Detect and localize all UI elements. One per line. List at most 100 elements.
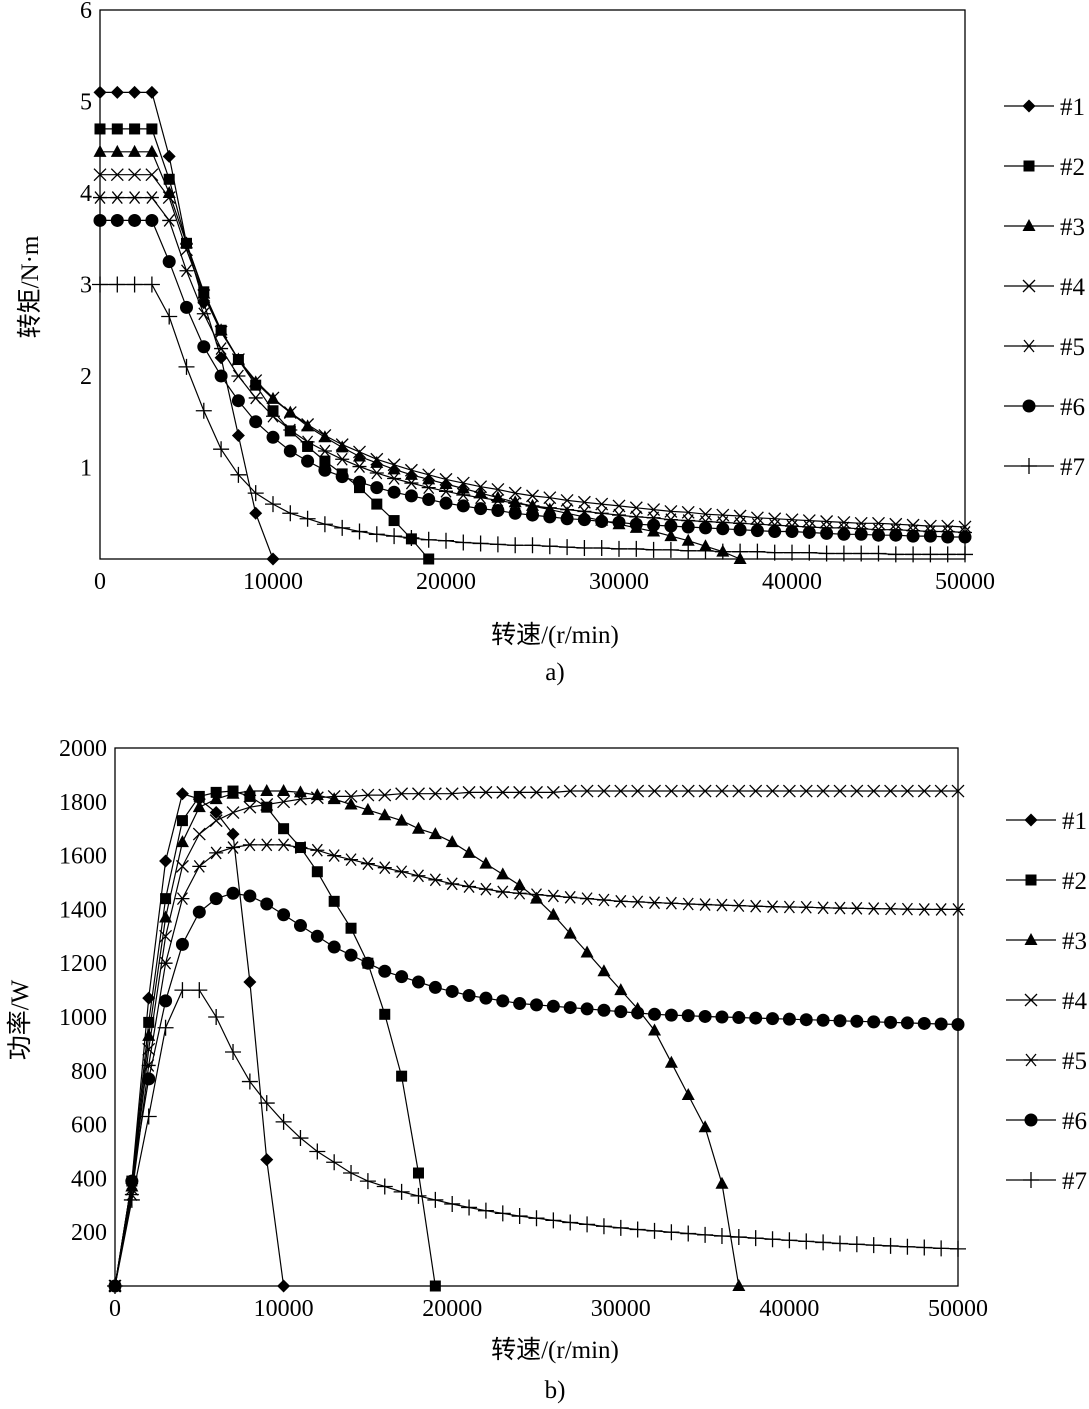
data-point (939, 546, 956, 563)
data-point (508, 496, 523, 510)
data-point (508, 506, 522, 520)
data-point (146, 123, 158, 135)
data-point (310, 843, 325, 857)
data-point (681, 533, 695, 546)
data-point (427, 1191, 444, 1208)
data-point (490, 494, 505, 507)
data-point (301, 418, 315, 431)
legend-item: #5 (1004, 334, 1085, 361)
data-point (231, 428, 245, 442)
x-tick-label: 10000 (254, 1296, 314, 1322)
data-point (958, 530, 972, 544)
data-point (664, 529, 678, 542)
data-point (664, 784, 678, 798)
data-point (309, 1143, 326, 1160)
data-point (546, 999, 560, 1013)
data-point (715, 784, 729, 798)
data-point (404, 467, 418, 480)
data-point (543, 491, 557, 505)
data-point (664, 1008, 678, 1022)
data-point (360, 857, 375, 871)
data-point (378, 964, 392, 978)
data-point (562, 1214, 579, 1231)
data-point (244, 790, 256, 802)
data-point (766, 1012, 780, 1026)
data-point (258, 1095, 275, 1112)
y-tick-label: 400 (71, 1166, 107, 1192)
data-point (491, 483, 505, 496)
data-point (162, 255, 176, 269)
y-tick-label: 1000 (59, 1005, 107, 1031)
legend-item: #3 (1004, 214, 1085, 241)
data-point (192, 827, 206, 841)
data-point (951, 784, 965, 798)
torque-chart: 0 10000 20000 30000 40000 50000 1 2 3 4 5 6 转速/(r/… (16, 0, 1086, 686)
data-point (140, 1108, 157, 1125)
data-point (750, 524, 764, 538)
data-point (884, 1015, 898, 1029)
data-point (716, 522, 730, 536)
data-point (866, 902, 881, 916)
data-point (900, 902, 915, 916)
legend-item: #1 (1004, 94, 1085, 121)
data-point (462, 785, 476, 799)
data-point (563, 890, 578, 904)
data-point (837, 527, 851, 541)
legend-item: #2 (1004, 154, 1085, 181)
data-point (128, 168, 142, 182)
legend-label: #5 (1062, 1048, 1087, 1075)
data-point (820, 526, 834, 540)
data-point (388, 515, 400, 527)
data-point (917, 1016, 931, 1030)
data-point (732, 543, 749, 560)
data-point (462, 845, 476, 858)
data-point (352, 460, 367, 474)
data-point (428, 980, 442, 994)
data-point (580, 892, 595, 906)
data-point (344, 853, 359, 867)
data-point (835, 545, 852, 562)
data-point (316, 516, 333, 533)
data-point (579, 1216, 596, 1233)
power-chart: 0 10000 20000 30000 40000 50000 200 400 600 800 1… (6, 736, 1088, 1404)
data-point (260, 897, 274, 911)
data-point (495, 885, 510, 899)
legend-label: #2 (1060, 154, 1085, 181)
data-point (545, 1212, 562, 1229)
data-point (412, 787, 425, 801)
data-point (513, 785, 527, 799)
data-point (145, 144, 159, 157)
data-point (226, 827, 240, 841)
data-point (428, 827, 442, 840)
data-point (867, 1015, 881, 1029)
data-point (301, 454, 315, 468)
data-point (816, 901, 831, 915)
y-axis-label: 转矩/N·m (16, 235, 44, 338)
data-point (278, 823, 290, 835)
data-point (192, 859, 207, 873)
data-point (129, 123, 141, 135)
data-point (611, 540, 627, 557)
data-point (93, 191, 107, 204)
data-point (816, 1013, 830, 1027)
data-point (226, 786, 240, 799)
data-point (563, 784, 577, 798)
data-point (529, 888, 544, 902)
data-point (899, 1238, 916, 1255)
data-point (612, 1219, 629, 1236)
data-point (344, 797, 358, 810)
y-tick-label: 2000 (59, 736, 107, 762)
data-point (681, 520, 695, 534)
power-series-layer (107, 784, 966, 1294)
data-point (393, 1183, 410, 1200)
series-line (114, 790, 436, 1287)
data-point (197, 340, 211, 354)
data-point (428, 787, 442, 801)
legend-label: #2 (1062, 868, 1087, 895)
data-point (900, 784, 914, 798)
data-point (681, 897, 696, 911)
y-tick-label: 3 (80, 273, 92, 299)
data-point (664, 896, 679, 910)
data-point (438, 532, 454, 549)
data-point (353, 475, 366, 489)
